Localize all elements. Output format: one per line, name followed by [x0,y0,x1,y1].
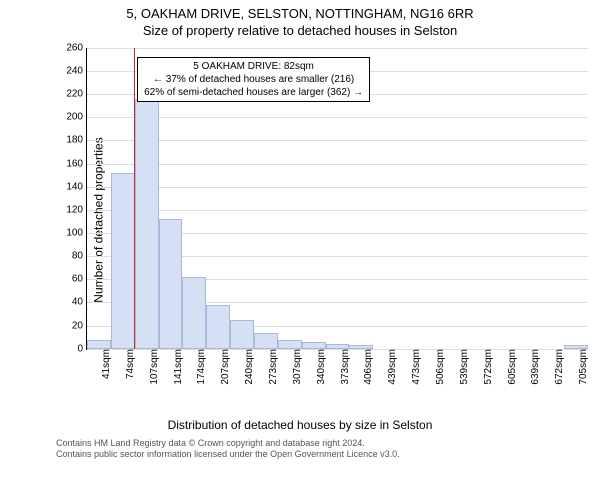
x-tick-label: 174sqm [194,349,207,385]
y-tick-label: 180 [66,135,87,146]
callout-line-1: 5 OAKHAM DRIVE: 82sqm [144,60,363,73]
bar [302,342,326,349]
x-tick-label: 506sqm [433,349,446,385]
x-tick-label: 74sqm [123,349,136,379]
chart-area: Number of detached properties 5 OAKHAM D… [56,48,588,378]
title-line-1: 5, OAKHAM DRIVE, SELSTON, NOTTINGHAM, NG… [0,6,600,23]
bar [278,340,302,349]
y-tick-label: 20 [72,320,87,331]
reference-line [134,48,135,349]
x-tick-label: 672sqm [552,349,565,385]
x-tick-label: 439sqm [385,349,398,385]
grid-line [87,48,588,49]
y-tick-label: 220 [66,89,87,100]
footer-line-2: Contains public sector information licen… [56,449,586,461]
bar [87,340,111,349]
footer: Contains HM Land Registry data © Crown c… [0,432,600,461]
y-tick-label: 200 [66,112,87,123]
x-tick-label: 473sqm [409,349,422,385]
bar [230,320,254,349]
callout-line-2: ← 37% of detached houses are smaller (21… [144,73,363,86]
grid-line [87,140,588,141]
x-tick-label: 406sqm [361,349,374,385]
chart-title-block: 5, OAKHAM DRIVE, SELSTON, NOTTINGHAM, NG… [0,0,600,40]
x-tick-label: 572sqm [481,349,494,385]
x-tick-label: 705sqm [576,349,589,385]
x-tick-label: 539sqm [457,349,470,385]
x-axis-label: Distribution of detached houses by size … [0,418,600,432]
x-tick-label: 141sqm [171,349,184,385]
x-tick-label: 307sqm [290,349,303,385]
callout-line-3: 62% of semi-detached houses are larger (… [144,86,363,99]
reference-callout: 5 OAKHAM DRIVE: 82sqm ← 37% of detached … [137,57,370,102]
footer-line-1: Contains HM Land Registry data © Crown c… [56,438,586,450]
y-tick-label: 140 [66,181,87,192]
bar [206,305,230,349]
bar [111,173,135,349]
y-tick-label: 60 [72,274,87,285]
bar [182,277,206,349]
bar [135,99,159,349]
title-line-2: Size of property relative to detached ho… [0,23,600,40]
y-tick-label: 80 [72,251,87,262]
y-tick-label: 120 [66,204,87,215]
bar [254,333,278,349]
grid-line [87,187,588,188]
y-tick-label: 260 [66,42,87,53]
bar [159,219,183,349]
x-tick-label: 207sqm [218,349,231,385]
x-tick-label: 41sqm [99,349,112,379]
grid-line [87,117,588,118]
grid-line [87,164,588,165]
y-tick-label: 40 [72,297,87,308]
x-tick-label: 605sqm [505,349,518,385]
x-tick-label: 240sqm [242,349,255,385]
y-tick-label: 100 [66,228,87,239]
x-tick-label: 340sqm [314,349,327,385]
x-tick-label: 273sqm [266,349,279,385]
y-tick-label: 160 [66,158,87,169]
y-tick-label: 0 [77,343,87,354]
grid-line [87,210,588,211]
x-tick-label: 639sqm [528,349,541,385]
plot-region: 5 OAKHAM DRIVE: 82sqm ← 37% of detached … [86,48,588,350]
x-tick-label: 107sqm [147,349,160,385]
y-tick-label: 240 [66,65,87,76]
x-tick-label: 373sqm [338,349,351,385]
